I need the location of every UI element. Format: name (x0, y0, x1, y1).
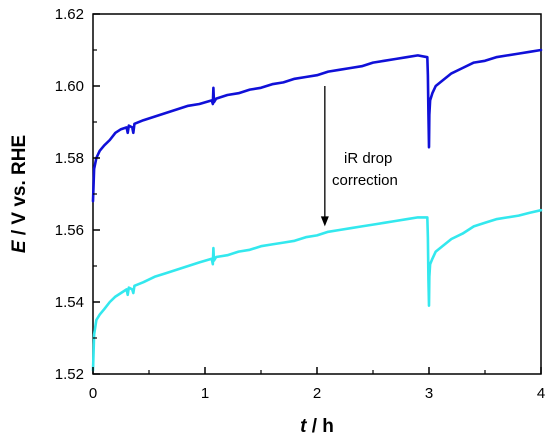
plot-frame (92, 13, 542, 375)
x-tick-label: 3 (425, 385, 433, 402)
y-axis-unit: / V vs. RHE (9, 135, 30, 241)
annotation-text-line-1: iR drop (344, 150, 392, 167)
x-tick-label: 0 (89, 385, 97, 402)
y-tick-label: 1.62 (55, 6, 84, 23)
y-axis-title: E / V vs. RHE (9, 135, 30, 253)
y-tick-label: 1.52 (55, 366, 84, 383)
series-line-2 (91, 208, 543, 372)
y-axis-variable: E (9, 239, 30, 253)
y-tick-label: 1.54 (55, 294, 84, 311)
series-line-1 (91, 48, 543, 203)
x-tick-label: 1 (201, 385, 209, 402)
x-axis-variable: t (300, 416, 307, 437)
y-tick-label: 1.56 (55, 222, 84, 239)
x-tick-label: 2 (313, 385, 321, 402)
annotation-arrowhead (320, 216, 329, 227)
y-axis: 1.52 1.54 1.56 1.58 1.60 1.62 (55, 6, 100, 383)
y-tick-label: 1.60 (55, 78, 84, 95)
x-axis-title: t / h (300, 416, 334, 437)
annotation: iR drop correction (320, 86, 398, 227)
series-layer (91, 48, 543, 372)
x-axis: 0 1 2 3 4 (89, 367, 545, 402)
annotation-text-line-2: correction (332, 172, 398, 189)
x-tick-label: 4 (537, 385, 545, 402)
plot-area: iR drop correction (91, 13, 543, 375)
x-axis-unit: / h (306, 416, 333, 437)
y-tick-label: 1.58 (55, 150, 84, 167)
